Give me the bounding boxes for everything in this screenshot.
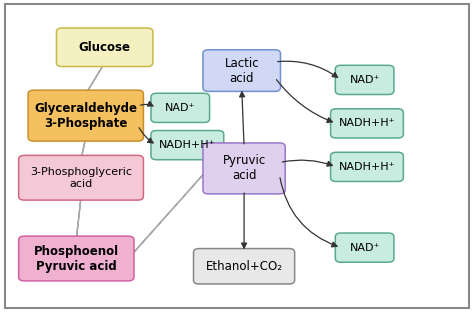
Text: Phosphoenol
Pyruvic acid: Phosphoenol Pyruvic acid (34, 245, 119, 272)
FancyBboxPatch shape (18, 236, 134, 281)
FancyBboxPatch shape (203, 143, 285, 194)
FancyBboxPatch shape (330, 109, 403, 138)
Text: 3-Phosphoglyceric
acid: 3-Phosphoglyceric acid (30, 167, 132, 188)
Text: Glucose: Glucose (79, 41, 131, 54)
Text: NADH+H⁺: NADH+H⁺ (339, 118, 395, 128)
FancyBboxPatch shape (335, 65, 394, 95)
Text: NADH+H⁺: NADH+H⁺ (339, 162, 395, 172)
FancyBboxPatch shape (335, 233, 394, 262)
Text: Ethanol+CO₂: Ethanol+CO₂ (206, 260, 283, 273)
FancyBboxPatch shape (28, 90, 144, 141)
Text: Lactic
acid: Lactic acid (224, 56, 259, 85)
FancyBboxPatch shape (203, 50, 281, 91)
FancyBboxPatch shape (5, 4, 469, 308)
Text: NAD⁺: NAD⁺ (165, 103, 195, 113)
Text: NAD⁺: NAD⁺ (349, 243, 380, 253)
Text: NADH+H⁺: NADH+H⁺ (159, 140, 216, 150)
Text: Glyceraldehyde
3-Phosphate: Glyceraldehyde 3-Phosphate (34, 102, 137, 129)
Text: Pyruvic
acid: Pyruvic acid (222, 154, 266, 183)
FancyBboxPatch shape (151, 93, 210, 122)
FancyBboxPatch shape (330, 152, 403, 182)
FancyBboxPatch shape (18, 155, 144, 200)
FancyBboxPatch shape (193, 249, 295, 284)
FancyBboxPatch shape (56, 28, 153, 66)
Text: NAD⁺: NAD⁺ (349, 75, 380, 85)
FancyBboxPatch shape (151, 130, 224, 160)
